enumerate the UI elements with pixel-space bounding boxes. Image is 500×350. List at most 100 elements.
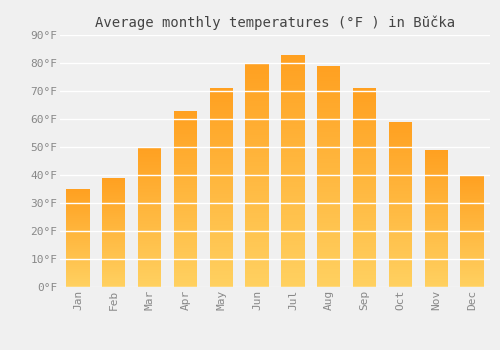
Bar [66,242,90,243]
Bar [138,274,161,276]
Bar [210,269,233,271]
Bar [317,240,340,243]
Bar [66,279,90,280]
Bar [353,191,376,194]
Bar [174,268,197,270]
Bar [460,265,483,266]
Bar [246,94,268,97]
Bar [66,235,90,236]
Bar [138,203,161,204]
Bar [389,269,412,271]
Bar [389,143,412,145]
Bar [210,253,233,255]
Bar [210,150,233,152]
Bar [282,57,304,59]
Bar [389,138,412,140]
Bar [353,118,376,120]
Bar [66,225,90,226]
Bar [66,210,90,211]
Bar [138,245,161,246]
Bar [460,225,483,226]
Bar [246,101,268,103]
Bar [102,251,126,252]
Bar [210,90,233,92]
Bar [174,128,197,130]
Bar [246,117,268,119]
Bar [174,245,197,246]
Bar [66,231,90,232]
Bar [460,221,483,222]
Bar [460,266,483,267]
Bar [138,182,161,183]
Bar [389,195,412,196]
Bar [389,196,412,198]
Bar [424,224,448,225]
Bar [353,128,376,130]
Bar [317,119,340,121]
Bar [138,165,161,167]
Bar [102,239,126,240]
Bar [424,240,448,242]
Bar [282,66,304,69]
Bar [389,244,412,246]
Bar [210,186,233,188]
Bar [174,153,197,155]
Bar [353,196,376,197]
Bar [424,175,448,176]
Bar [246,222,268,224]
Bar [174,194,197,195]
Bar [138,283,161,284]
Bar [317,256,340,258]
Bar [282,282,304,285]
Bar [353,219,376,222]
Bar [282,148,304,150]
Bar [174,208,197,209]
Bar [424,196,448,198]
Bar [138,186,161,188]
Bar [66,222,90,223]
Bar [353,239,376,241]
Bar [246,153,268,155]
Bar [66,214,90,215]
Bar [424,238,448,239]
Bar [210,116,233,118]
Bar [66,257,90,258]
Bar [424,276,448,278]
Bar [138,193,161,195]
Bar [317,258,340,260]
Bar [210,128,233,130]
Bar [389,266,412,267]
Bar [102,240,126,241]
Bar [210,259,233,261]
Bar [389,284,412,285]
Bar [102,226,126,227]
Bar [317,163,340,165]
Bar [102,248,126,249]
Bar [389,208,412,209]
Bar [210,108,233,110]
Bar [460,274,483,275]
Bar [282,236,304,238]
Bar [174,139,197,141]
Bar [317,90,340,92]
Bar [102,286,126,287]
Bar [353,130,376,132]
Bar [353,176,376,178]
Bar [282,224,304,226]
Bar [282,206,304,208]
Bar [210,235,233,237]
Bar [424,188,448,190]
Bar [282,87,304,90]
Bar [138,223,161,224]
Bar [282,194,304,196]
Bar [282,219,304,222]
Bar [389,184,412,186]
Bar [102,197,126,198]
Bar [210,146,233,148]
Bar [424,201,448,202]
Bar [282,240,304,243]
Bar [424,229,448,231]
Bar [246,126,268,128]
Bar [460,262,483,264]
Bar [246,195,268,197]
